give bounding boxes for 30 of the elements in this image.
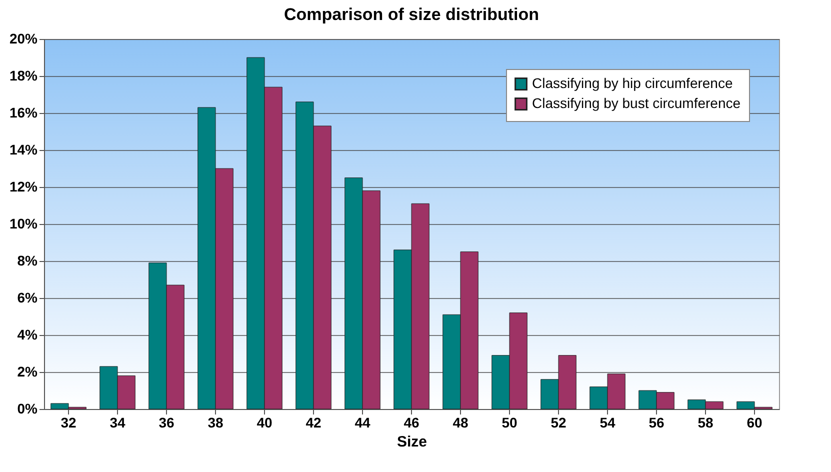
y-tick-label: 0% <box>17 400 38 416</box>
y-tick-label: 8% <box>17 252 38 268</box>
x-tick-label: 36 <box>158 414 174 430</box>
y-tick-label: 16% <box>9 104 38 120</box>
x-tick-label: 32 <box>60 414 76 430</box>
x-axis-title: Size <box>396 434 428 450</box>
x-tick-label: 38 <box>208 414 224 430</box>
legend-label: Classifying by hip circumference <box>532 75 733 91</box>
y-tick-label: 4% <box>17 326 38 342</box>
x-tick-label: 40 <box>256 414 272 430</box>
x-tick-label: 52 <box>550 414 566 430</box>
x-tick-label: 34 <box>110 414 126 430</box>
y-tick-label: 6% <box>17 290 38 306</box>
y-tick-label: 2% <box>17 364 38 380</box>
x-tick-label: 58 <box>698 414 714 430</box>
y-tick-label: 12% <box>9 178 38 194</box>
legend-label: Classifying by bust circumference <box>532 95 741 111</box>
chart-title: Comparison of size distribution <box>284 5 540 24</box>
y-tick-label: 18% <box>9 68 38 84</box>
y-tick-label: 14% <box>9 142 38 158</box>
x-tick-label: 42 <box>306 414 322 430</box>
x-tick-label: 50 <box>502 414 518 430</box>
x-tick-label: 60 <box>746 414 762 430</box>
x-tick-label: 56 <box>648 414 664 430</box>
x-tick-label: 54 <box>600 414 616 430</box>
x-tick-label: 48 <box>452 414 468 430</box>
y-tick-label: 10% <box>9 216 38 232</box>
x-tick-label: 44 <box>354 414 370 430</box>
x-tick-label: 46 <box>404 414 420 430</box>
y-tick-label: 20% <box>9 30 38 46</box>
